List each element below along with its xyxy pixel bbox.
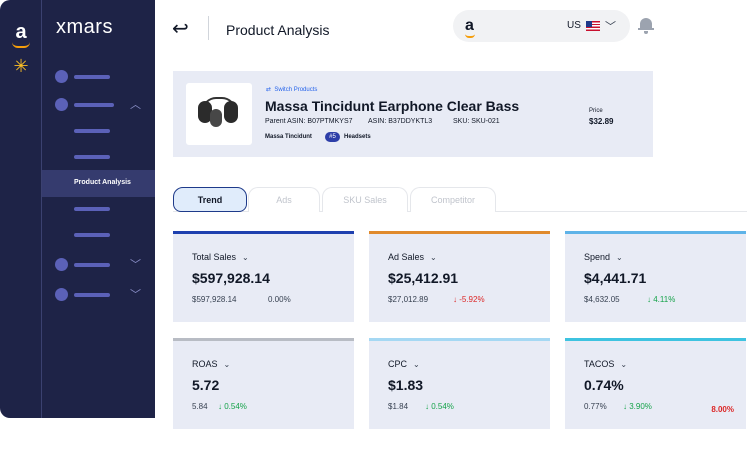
header-divider <box>208 16 209 40</box>
amazon-logo-icon[interactable]: a <box>15 21 27 43</box>
nav-label-placeholder <box>74 263 110 267</box>
marketplace-selector[interactable]: a US ﹀ <box>453 10 630 42</box>
nav-dot-icon <box>55 98 68 111</box>
metric-delta: ↓ 4.11% <box>647 295 676 304</box>
metric-card-total-sales[interactable]: Total Sales ⌄ $597,928.14 $597,928.14 0.0… <box>173 231 354 322</box>
sidebar-item-1[interactable] <box>42 64 155 90</box>
bell-icon[interactable] <box>638 16 654 34</box>
metric-delta: ↓ 3.90% <box>623 402 652 411</box>
walmart-spark-icon[interactable]: ✳ <box>13 56 29 76</box>
product-name: Massa Tincidunt Earphone Clear Bass <box>265 98 520 114</box>
chevron-down-icon: ﹀ <box>605 21 616 33</box>
brand-logo: xmars <box>56 16 113 38</box>
metric-delta: ↓ 0.54% <box>218 402 247 411</box>
nav-label-placeholder <box>74 75 110 79</box>
chevron-down-icon[interactable]: ﹀ <box>130 289 141 301</box>
metric-value: $4,441.71 <box>584 270 647 286</box>
sidebar-item-4[interactable]: ﹀ <box>42 282 155 308</box>
chevron-up-icon[interactable]: ︿ <box>130 99 141 111</box>
nav-label-placeholder <box>74 207 110 211</box>
nav-dot-icon <box>55 70 68 83</box>
chevron-down-icon: ⌄ <box>413 360 420 369</box>
marketplace-rail: a ✳ <box>0 0 42 418</box>
chevron-down-icon: ⌄ <box>430 253 437 262</box>
tab-competitor[interactable]: Competitor <box>410 187 496 212</box>
sku: SKU: SKU-021 <box>453 118 500 125</box>
product-summary: ⇄ Switch Products Massa Tincidunt Earpho… <box>173 71 653 157</box>
nav-dot-icon <box>55 258 68 271</box>
sidebar-subitem-4[interactable] <box>42 196 155 222</box>
metric-previous: 0.77% <box>584 402 607 411</box>
metric-value: $1.83 <box>388 377 424 393</box>
tab-sku-sales[interactable]: SKU Sales <box>322 187 408 212</box>
amazon-logo-icon: a <box>465 17 474 34</box>
metric-previous: 5.84 <box>192 402 208 411</box>
sidebar-item-2[interactable]: ︿ <box>42 92 155 118</box>
chevron-down-icon[interactable]: ﹀ <box>130 259 141 271</box>
metric-target: 8.00% <box>711 405 734 414</box>
price-label: Price <box>589 108 603 114</box>
asin: ASIN: B37DDYKTL3 <box>368 118 433 125</box>
sidebar-item-product-analysis[interactable]: Product Analysis <box>42 170 155 197</box>
metric-previous: $1.84 <box>388 402 409 411</box>
metric-card-spend[interactable]: Spend ⌄ $4,441.71 $4,632.05 ↓ 4.11% <box>565 231 746 322</box>
tab-trend[interactable]: Trend <box>173 187 247 212</box>
sidebar-subitem-2[interactable] <box>42 144 155 170</box>
metric-label[interactable]: Ad Sales ⌄ <box>388 252 437 262</box>
metric-value: 0.74% <box>584 377 624 393</box>
product-image <box>186 83 252 145</box>
switch-products-link[interactable]: ⇄ Switch Products <box>266 87 318 93</box>
amazon-smile-icon <box>465 34 475 38</box>
metric-label[interactable]: Spend ⌄ <box>584 252 623 262</box>
rank-badge: #5 <box>325 132 340 142</box>
nav-label-placeholder <box>74 233 110 237</box>
nav-label-placeholder <box>74 129 110 133</box>
metric-delta: ↓ -5.92% <box>453 295 485 304</box>
chevron-down-icon: ⌄ <box>616 253 623 262</box>
chevron-down-icon: ⌄ <box>620 360 628 369</box>
nav-label-placeholder <box>74 293 110 297</box>
metric-label[interactable]: Total Sales ⌄ <box>192 252 249 262</box>
price-value: $32.89 <box>589 117 614 126</box>
metric-card-tacos[interactable]: TACOS ⌄ 0.74% 0.77% ↓ 3.90% 8.00% <box>565 338 746 429</box>
metric-delta: 0.00% <box>268 295 291 304</box>
sidebar-item-label: Product Analysis <box>74 179 131 186</box>
nav-label-placeholder <box>74 103 114 107</box>
product-brand: Massa Tincidunt <box>265 134 312 140</box>
tab-ads[interactable]: Ads <box>248 187 320 212</box>
metric-label[interactable]: TACOS ⌄ <box>584 359 628 369</box>
chevron-down-icon: ⌄ <box>223 360 231 369</box>
metric-previous: $4,632.05 <box>584 295 620 304</box>
nav-label-placeholder <box>74 155 110 159</box>
page-title: Product Analysis <box>226 22 330 38</box>
metric-previous: $27,012.89 <box>388 295 429 304</box>
metric-value: $597,928.14 <box>192 270 270 286</box>
metric-delta: ↓ 0.54% <box>425 402 454 411</box>
metric-card-cpc[interactable]: CPC ⌄ $1.83 $1.84 ↓ 0.54% <box>369 338 550 429</box>
sidebar-subitem-1[interactable] <box>42 118 155 144</box>
metric-value: $25,412.91 <box>388 270 459 286</box>
metric-card-roas[interactable]: ROAS ⌄ 5.72 5.84 ↓ 0.54% <box>173 338 354 429</box>
nav-dot-icon <box>55 288 68 301</box>
metric-value: 5.72 <box>192 377 220 393</box>
chevron-down-icon: ⌄ <box>242 253 249 262</box>
country-code: US <box>567 20 581 31</box>
back-arrow-icon[interactable]: ↩ <box>172 18 189 40</box>
us-flag-icon <box>586 21 600 31</box>
sidebar-subitem-5[interactable] <box>42 222 155 248</box>
sidebar-item-3[interactable]: ﹀ <box>42 252 155 278</box>
metric-previous: $597,928.14 <box>192 295 237 304</box>
metric-card-ad-sales[interactable]: Ad Sales ⌄ $25,412.91 $27,012.89 ↓ -5.92% <box>369 231 550 322</box>
metric-label[interactable]: CPC ⌄ <box>388 359 420 369</box>
amazon-smile-icon <box>12 42 30 48</box>
metric-label[interactable]: ROAS ⌄ <box>192 359 231 369</box>
product-category: Headsets <box>344 134 371 140</box>
sidebar: xmars ︿ Product Analysis ﹀ ﹀ <box>42 0 155 418</box>
parent-asin: Parent ASIN: B07PTMKYS7 <box>265 118 353 125</box>
